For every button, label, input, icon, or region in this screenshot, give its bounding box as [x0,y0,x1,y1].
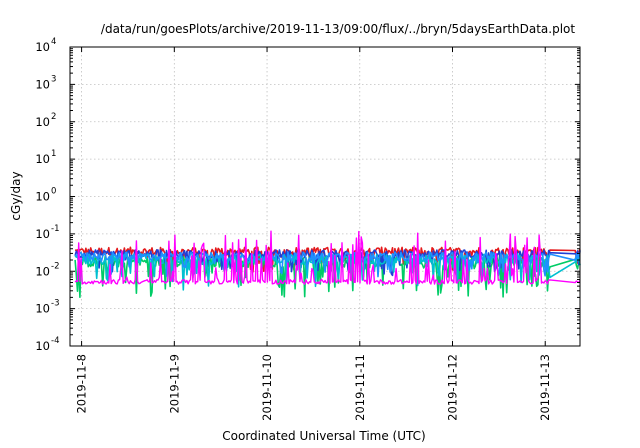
grid-lines [70,47,580,346]
y-tick-exponent: -4 [51,336,59,346]
y-tick-label: 10 [35,40,50,54]
y-tick-label: 10 [35,264,50,278]
y-tick-exponent: -2 [51,261,59,271]
series-line [74,251,581,278]
x-tick-label: 2019-11-8 [75,354,89,414]
y-tick-exponent: 4 [51,37,56,47]
y-tick-exponent: 1 [51,149,56,159]
y-tick-exponent: -1 [51,224,59,234]
x-axis: 2019-11-8 2019-11-9 2019-11-10 2019-11-11 20… [75,47,552,421]
y-tick-exponent: -3 [51,299,59,309]
x-axis-label: Coordinated Universal Time (UTC) [222,429,425,443]
x-tick-label: 2019-11-10 [260,354,274,421]
x-tick-label: 2019-11-13 [538,354,552,421]
series-line [74,230,581,285]
y-tick-exponent: 3 [51,74,56,84]
y-tick-label: 10 [35,227,50,241]
y-tick-label: 10 [35,190,50,204]
x-tick-label: 2019-11-11 [353,354,367,421]
y-tick-label: 10 [35,77,50,91]
y-axis-label: cGy/day [9,171,23,220]
y-tick-exponent: 2 [51,112,56,122]
series-line [74,253,581,291]
x-tick-label: 2019-11-9 [167,354,181,414]
y-tick-exponent: 0 [51,187,56,197]
x-tick-label: 2019-11-12 [446,354,460,421]
data-series [74,230,581,299]
y-tick-label: 10 [35,339,50,353]
y-tick-label: 10 [35,115,50,129]
y-tick-label: 10 [35,302,50,316]
chart-title: /data/run/goesPlots/archive/2019-11-13/0… [101,22,575,36]
y-tick-label: 10 [35,152,50,166]
